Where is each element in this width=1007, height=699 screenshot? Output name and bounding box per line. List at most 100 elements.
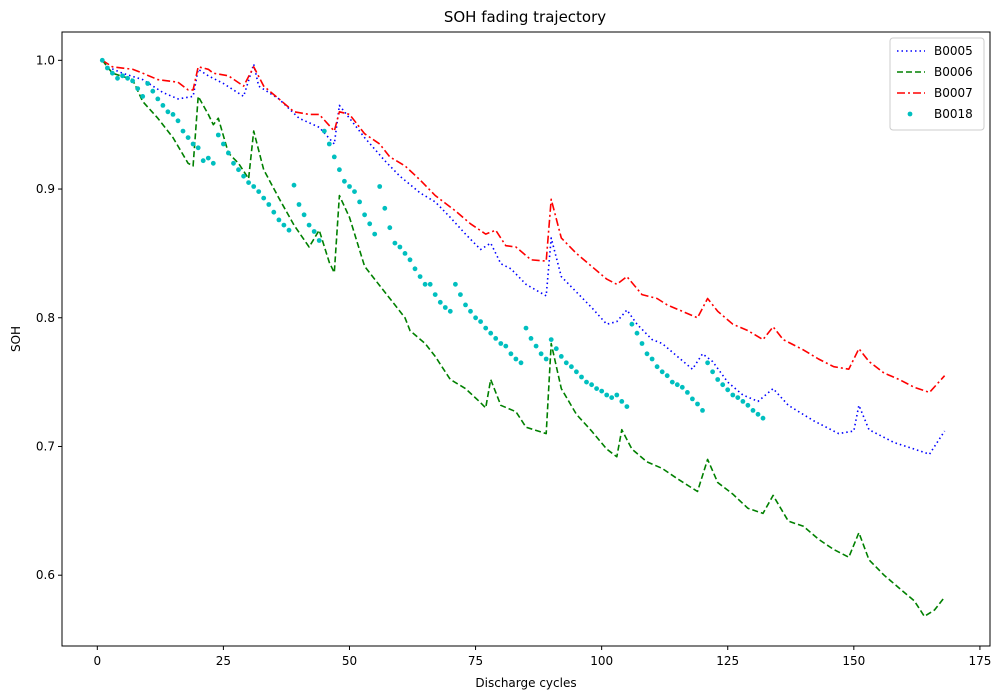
- series-b0018-point: [735, 395, 741, 400]
- series-b0018-point: [669, 379, 675, 385]
- series-b0018-point: [447, 308, 453, 314]
- series-b0018-point: [624, 404, 630, 409]
- series-b0018-point: [372, 231, 378, 237]
- series-b0018-point: [679, 384, 685, 390]
- series-b0018-point: [170, 112, 176, 117]
- series-b0018-point: [498, 341, 504, 346]
- series-b0018-point: [543, 356, 549, 362]
- series-b0018-point: [579, 374, 584, 380]
- x-tick-label: 150: [842, 654, 865, 668]
- series-b0018-point: [130, 78, 136, 84]
- x-tick-label: 125: [716, 654, 739, 668]
- series-b0018-point: [523, 325, 529, 331]
- series-b0018-point: [286, 227, 292, 233]
- series-b0018-point: [574, 369, 579, 375]
- series-b0018-point: [745, 402, 751, 408]
- series-b0018-point: [382, 205, 388, 211]
- series-b0018-point: [432, 292, 438, 297]
- series-b0018-point: [533, 343, 539, 349]
- series-b0018-point: [256, 189, 262, 195]
- series-b0006-line: [101, 59, 946, 618]
- series-b0018-point: [760, 415, 766, 421]
- series-b0018-point: [155, 96, 161, 102]
- series-b0018-point: [105, 65, 110, 71]
- series-b0018-point: [518, 360, 524, 366]
- series-b0018-point: [538, 351, 544, 357]
- series-b0018-point: [589, 382, 594, 388]
- y-axis-ticks: 0.6 0.7 0.8 0.9 1.0: [36, 53, 62, 582]
- legend-label-b0005: B0005: [934, 44, 973, 58]
- chart-title: SOH fading trajectory: [444, 8, 606, 26]
- y-tick-label: 0.9: [36, 182, 55, 196]
- series-b0018-point: [629, 321, 635, 327]
- series-b0018-point: [397, 244, 403, 250]
- series-b0018-point: [513, 356, 519, 362]
- x-tick-label: 175: [968, 654, 991, 668]
- series-b0018-point: [412, 266, 418, 272]
- legend-swatch-b0018: [907, 111, 913, 117]
- series-b0018-point: [710, 369, 715, 375]
- series-b0018-point: [266, 202, 272, 207]
- series-b0018-point: [180, 128, 186, 134]
- series-b0018-point: [553, 346, 559, 352]
- series-b0018-point: [619, 399, 625, 404]
- series-b0018-point: [231, 160, 236, 166]
- series-b0018-point: [649, 356, 655, 362]
- series-b0018-point: [740, 399, 746, 404]
- series-b0018-point: [326, 141, 332, 147]
- series-b0018-point: [150, 88, 156, 94]
- series-b0018-point: [135, 86, 141, 91]
- series-b0018-point: [599, 388, 605, 394]
- series-b0018-point: [639, 341, 645, 346]
- series-b0018-point: [594, 386, 599, 391]
- series-b0018-point: [563, 360, 569, 366]
- series-b0018-point: [205, 155, 211, 161]
- series-b0018-point: [488, 330, 494, 336]
- x-tick-label: 75: [468, 654, 483, 668]
- series-b0018-point: [473, 315, 478, 321]
- series-b0018-point: [185, 135, 191, 141]
- series-b0018-point: [306, 222, 312, 228]
- series-b0018-point: [503, 343, 509, 349]
- series-b0018-point: [236, 167, 241, 173]
- series-b0018-point: [705, 360, 710, 366]
- series-b0018-point: [730, 392, 736, 398]
- x-tick-label: 100: [590, 654, 613, 668]
- series-b0018-point: [700, 408, 705, 413]
- series-b0018-point: [125, 75, 130, 81]
- series-b0018-point: [604, 392, 610, 398]
- series-b0018-point: [281, 222, 287, 228]
- series-b0018-point: [291, 182, 297, 188]
- x-axis-label: Discharge cycles: [475, 676, 576, 690]
- series-b0018-point: [271, 209, 277, 215]
- series-b0018-point: [685, 390, 690, 395]
- x-tick-label: 0: [93, 654, 101, 668]
- y-tick-label: 0.7: [36, 439, 55, 453]
- series-b0018-point: [165, 109, 171, 115]
- series-b0018-point: [251, 184, 257, 189]
- series-b0018-point: [584, 379, 589, 385]
- series-b0018-point: [120, 73, 125, 79]
- x-tick-label: 50: [342, 654, 357, 668]
- series-b0018-point: [458, 292, 463, 297]
- series-b0018-point: [210, 160, 216, 166]
- series-b0018-point: [750, 408, 756, 413]
- series-b0018-point: [690, 396, 695, 402]
- series-b0018-point: [569, 364, 574, 370]
- series-b0018-point: [316, 238, 322, 243]
- series-b0018-point: [352, 189, 357, 195]
- y-tick-label: 0.6: [36, 568, 55, 582]
- series-b0018-point: [215, 132, 221, 138]
- series-b0018-point: [508, 351, 514, 357]
- series-b0018-point: [483, 325, 489, 331]
- series-b0018-point: [715, 377, 721, 382]
- series-b0018-point: [609, 395, 615, 400]
- series-b0018-point: [301, 212, 307, 218]
- series-b0018-point: [417, 274, 423, 279]
- series-b0018-point: [311, 229, 317, 234]
- series-b0018-point: [725, 387, 731, 393]
- series-b0018-point: [422, 281, 428, 287]
- series-b0018-point: [437, 299, 443, 305]
